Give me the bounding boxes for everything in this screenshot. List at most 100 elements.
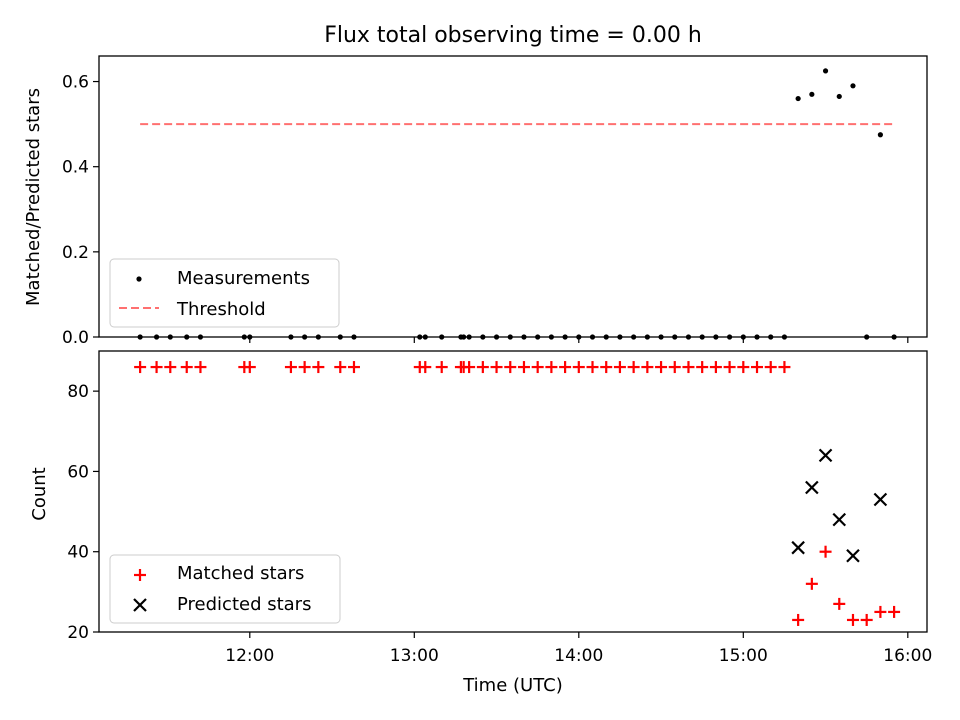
matched-stars-point [682,361,695,374]
measurement-point [740,334,746,340]
matched-stars-point [613,361,626,374]
matched-stars-point [463,361,476,374]
matched-stars-point [778,361,791,374]
measurement-point [241,334,247,340]
measurement-point [850,83,856,89]
measurement-point [603,334,609,340]
matched-stars-point [641,361,654,374]
matched-stars-point [860,613,873,626]
measurement-point [781,334,788,340]
bottom-x-axis: 12:00 13:00 14:00 15:00 16:00 [225,632,932,666]
legend-predicted-label: Predicted stars [177,594,311,615]
measurement-point [617,334,623,340]
legend-matched-marker [134,569,146,581]
matched-stars-point [819,545,832,558]
x-tick-label: 16:00 [883,646,932,666]
y-tick-label: 60 [67,462,89,482]
measurement-point [466,334,472,340]
bottom-legend: Matched stars Predicted stars [109,554,341,624]
measurement-point [480,334,486,340]
legend-threshold-label: Threshold [176,299,266,320]
matched-stars-point [476,361,489,374]
x-tick-label: 14:00 [554,646,603,666]
matched-stars-point [150,361,163,374]
measurement-point [672,334,678,340]
matched-stars-point [334,361,347,374]
predicted-stars-point [791,540,805,555]
measurement-point [877,132,883,138]
matched-stars-point [312,361,325,374]
measurement-point [288,334,294,340]
matched-stars-point [572,361,585,374]
matched-stars-point [545,361,558,374]
bottom-y-axis: 20 40 60 80 [67,382,99,643]
matched-stars-point [134,361,147,374]
measurement-point [137,334,143,340]
matched-stars-point [164,361,177,374]
measurement-point [726,334,733,340]
measurement-point [836,93,842,100]
x-tick-label: 13:00 [390,646,439,666]
matched-stars-point [419,361,432,374]
bottom-legend-box [109,554,341,624]
measurement-point [548,334,554,340]
matched-stars-point [846,613,859,626]
y-tick-label: 0.2 [62,243,89,263]
measurement-point [576,334,582,340]
x-tick-label: 12:00 [225,646,274,666]
predicted-stars-point [832,512,847,527]
matched-stars-point [627,361,640,374]
matched-stars-point [764,361,777,374]
measurement-point [422,334,428,340]
matched-stars-point [723,361,736,374]
matched-stars-point [347,361,360,374]
y-tick-label: 0.0 [62,328,89,348]
matched-stars-point [709,361,722,374]
bottom-panel: 20 40 60 80 12:00 13:00 14:00 15:00 16:00 Count… [29,350,932,696]
matched-stars-point [284,361,297,374]
top-panel: 0.0 0.2 0.4 0.6 Matched/Predicted stars Mea… [23,55,928,348]
matched-stars-point [833,597,846,610]
top-legend-box [109,258,340,328]
measurement-point [631,334,637,340]
matched-stars-point [586,361,599,374]
predicted-stars-point [846,548,860,563]
measurement-point [658,334,664,340]
measurement-point [535,334,541,340]
top-legend: Measurements Threshold [109,258,340,328]
matched-stars-point [490,361,503,374]
measurement-point [153,334,160,340]
measurement-point [699,334,705,340]
measurement-point [795,95,801,102]
measurement-point [247,334,253,340]
x-axis-label: Time (UTC) [462,675,563,696]
matched-stars-point [600,361,613,374]
y-tick-label: 0.6 [62,73,89,93]
measurement-point [351,334,357,340]
measurement-point [302,334,308,340]
matched-stars-point [504,361,517,374]
measurement-point [589,334,596,340]
matched-stars-point [517,361,530,374]
bottom-plot-frame [98,350,928,633]
legend-matched-label: Matched stars [177,563,304,584]
matched-stars-point [737,361,750,374]
matched-stars-point [668,361,681,374]
measurement-point [337,334,343,340]
predicted-stars-point [805,480,819,495]
matched-stars-point [888,605,901,618]
matched-stars-point [559,361,572,374]
measurement-point [507,334,513,340]
legend-predicted-marker [133,598,147,612]
matched-stars-point [805,577,818,590]
measurement-point [521,334,527,340]
top-series-layer [137,68,897,340]
top-y-axis-label: Matched/Predicted stars [23,88,44,306]
measurement-point [315,334,321,340]
matched-stars-point [874,605,887,618]
measurement-point [493,334,500,340]
measurement-point [644,334,650,340]
matched-stars-point [531,361,544,374]
measurement-point [891,334,897,340]
measurement-point [685,334,692,340]
